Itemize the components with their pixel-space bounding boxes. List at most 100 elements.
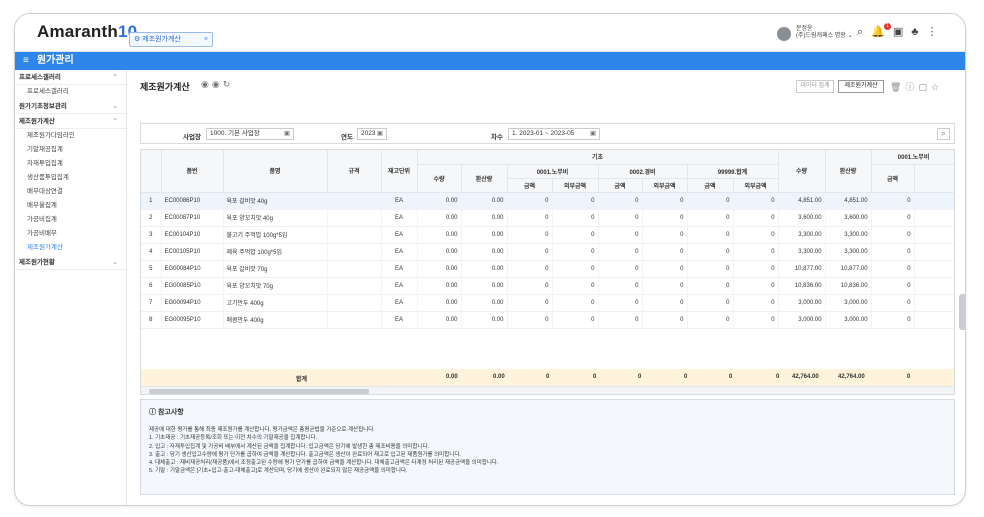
table-cell[interactable]: 0.00 xyxy=(417,243,462,261)
table-cell[interactable]: 0 xyxy=(687,226,734,244)
period-select[interactable]: 1. 2023-01 ~ 2023-05 ▣ xyxy=(508,128,600,140)
table-cell[interactable]: 0.00 xyxy=(417,192,462,210)
table-cell[interactable] xyxy=(914,192,954,210)
table-cell[interactable]: 0.00 xyxy=(417,277,462,295)
table-cell[interactable]: 0 xyxy=(687,243,734,261)
table-cell[interactable]: 0 xyxy=(733,311,779,329)
table-cell[interactable]: 1 xyxy=(141,192,162,210)
table-cell[interactable]: 2 xyxy=(141,209,162,227)
col-header[interactable]: 금액 xyxy=(598,178,643,193)
table-cell[interactable]: 0 xyxy=(687,209,734,227)
table-cell[interactable]: 7 xyxy=(141,294,162,312)
picker-icon[interactable]: ▣ xyxy=(283,130,290,137)
table-cell[interactable] xyxy=(327,277,382,295)
horizontal-scrollbar[interactable] xyxy=(141,386,954,394)
col-header[interactable]: 수량 xyxy=(778,150,826,193)
table-cell[interactable]: 0 xyxy=(871,294,915,312)
table-cell[interactable]: EG00095P10 xyxy=(161,311,224,329)
table-cell[interactable]: 육포 갈비맛 70g xyxy=(223,260,328,278)
sidebar-item[interactable]: 배부대상연결 xyxy=(27,188,63,195)
table-cell[interactable]: EA xyxy=(381,209,418,227)
sidebar-group-gallery[interactable]: 프로세스갤러리 ⌃ xyxy=(15,70,126,85)
table-cell[interactable]: 0.00 xyxy=(417,260,462,278)
table-cell[interactable] xyxy=(914,294,954,312)
table-cell[interactable]: 3,000.00 xyxy=(825,311,872,329)
table-cell[interactable]: 0 xyxy=(871,260,915,278)
table-cell[interactable]: 0 xyxy=(598,192,643,210)
sidebar-item[interactable]: 자재투입집계 xyxy=(27,160,63,167)
table-cell[interactable]: EA xyxy=(381,260,418,278)
table-cell[interactable]: 0 xyxy=(871,277,915,295)
table-cell[interactable]: 0 xyxy=(733,226,779,244)
sidebar-item[interactable]: 제조원가다임라인 xyxy=(27,132,75,139)
sidebar-group-status[interactable]: 제조원가현황 ⌄ xyxy=(15,255,126,270)
bell-icon[interactable]: 🔔 xyxy=(871,26,893,38)
table-cell[interactable] xyxy=(327,192,382,210)
sidebar-item-gallery[interactable]: 프로세스갤러리 xyxy=(27,88,69,95)
search-button[interactable]: ⌕ xyxy=(937,128,950,140)
table-cell[interactable]: 3 xyxy=(141,226,162,244)
table-cell[interactable]: 불고기 주먹밥 100g*5입 xyxy=(223,226,328,244)
table-cell[interactable]: 3,000.00 xyxy=(778,294,826,312)
table-cell[interactable]: 0 xyxy=(552,209,599,227)
cost-calc-button[interactable]: 제조원가계산 xyxy=(838,80,884,93)
table-row[interactable]: 4 EC00105P10 제육 주먹밥 100g*5입 EA 0.00 0.00 0 0 0 0 0… xyxy=(141,243,954,261)
table-cell[interactable]: 0 xyxy=(871,192,915,210)
table-cell[interactable]: 3,300.00 xyxy=(778,226,826,244)
table-cell[interactable]: 0 xyxy=(642,226,688,244)
table-cell[interactable]: 0.00 xyxy=(461,209,508,227)
table-cell[interactable]: 0.00 xyxy=(461,260,508,278)
table-cell[interactable]: 0 xyxy=(733,277,779,295)
table-cell[interactable] xyxy=(914,260,954,278)
table-cell[interactable]: EA xyxy=(381,243,418,261)
table-cell[interactable]: 10,877.00 xyxy=(778,260,826,278)
table-cell[interactable]: 0 xyxy=(507,192,553,210)
hamburger-icon[interactable]: ≡ xyxy=(23,55,29,66)
table-cell[interactable]: 0 xyxy=(552,294,599,312)
table-cell[interactable]: EG00094P10 xyxy=(161,294,224,312)
table-cell[interactable]: 0 xyxy=(598,209,643,227)
sidebar-item[interactable]: 배부율집계 xyxy=(27,202,57,209)
table-cell[interactable]: 0 xyxy=(687,311,734,329)
table-cell[interactable] xyxy=(914,311,954,329)
table-cell[interactable]: 0 xyxy=(598,260,643,278)
table-cell[interactable]: 0 xyxy=(598,277,643,295)
table-cell[interactable]: 3,600.00 xyxy=(825,209,872,227)
table-cell[interactable]: 육포 양꼬치맛 70g xyxy=(223,277,328,295)
table-cell[interactable]: 3,300.00 xyxy=(825,243,872,261)
sidebar-item[interactable]: 가공비집계 xyxy=(27,216,57,223)
table-row[interactable]: 6 EG00085P10 육포 양꼬치맛 70g EA 0.00 0.00 0 0 0 0 0 0 10… xyxy=(141,277,954,295)
table-cell[interactable]: 0 xyxy=(687,260,734,278)
table-row[interactable]: 7 EG00094P10 고기만두 400g EA 0.00 0.00 0 0 0 0 0 0 3,00… xyxy=(141,294,954,312)
app-logo[interactable]: Amaranth10 xyxy=(37,22,138,41)
col-header[interactable]: 품명 xyxy=(223,150,328,193)
table-cell[interactable]: EC00105P10 xyxy=(161,243,224,261)
table-cell[interactable] xyxy=(327,226,382,244)
refresh-icon[interactable]: ↻ xyxy=(222,79,234,89)
table-cell[interactable]: 0.00 xyxy=(461,294,508,312)
table-cell[interactable]: 0 xyxy=(733,243,779,261)
table-row[interactable]: 2 EC00087P10 육포 양꼬치맛 40g EA 0.00 0.00 0 0 0 0 0 0 3,… xyxy=(141,209,954,227)
table-cell[interactable]: 0.00 xyxy=(461,192,508,210)
table-cell[interactable]: 0 xyxy=(733,294,779,312)
info-icon[interactable]: ⓘ xyxy=(905,82,919,92)
col-header[interactable]: 환산량 xyxy=(825,150,872,193)
col-header[interactable]: 품번 xyxy=(161,150,224,193)
col-header[interactable]: 금액 xyxy=(687,178,734,193)
table-cell[interactable]: 0 xyxy=(733,209,779,227)
table-row[interactable]: 1 EC00086P10 육포 갈비맛 40g EA 0.00 0.00 0 0 0 0 0 0 4,8… xyxy=(141,192,954,210)
table-cell[interactable]: 0 xyxy=(642,294,688,312)
sidebar-item-active[interactable]: 제조원가계산 xyxy=(27,244,63,251)
table-cell[interactable]: EG00085P10 xyxy=(161,277,224,295)
search-icon[interactable]: ⌕ xyxy=(857,26,872,38)
table-cell[interactable]: 10,836.00 xyxy=(778,277,826,295)
table-cell[interactable]: EA xyxy=(381,311,418,329)
table-cell[interactable]: 0 xyxy=(552,243,599,261)
table-cell[interactable]: 10,836.00 xyxy=(825,277,872,295)
table-cell[interactable]: 6 xyxy=(141,277,162,295)
col-header[interactable]: 외부금액 xyxy=(642,178,688,193)
table-cell[interactable]: 4 xyxy=(141,243,162,261)
table-row[interactable]: 5 EG00084P10 육포 갈비맛 70g EA 0.00 0.00 0 0 0 0 0 0 10,… xyxy=(141,260,954,278)
site-select[interactable]: 1000. 기본 사업장 ▣ xyxy=(206,128,294,140)
table-cell[interactable]: 0.00 xyxy=(461,311,508,329)
